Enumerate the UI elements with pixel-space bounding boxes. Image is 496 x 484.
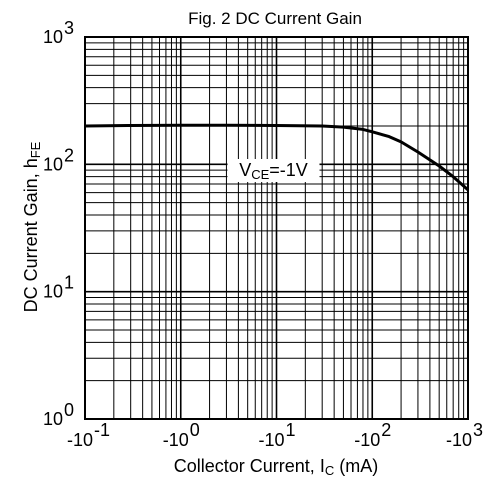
plot-frame xyxy=(84,36,469,420)
x-tick-label: -10 xyxy=(354,430,380,450)
x-tick-label: -10 xyxy=(67,430,93,450)
y-tick-exponent: 2 xyxy=(64,145,74,165)
x-tick-exponent: 1 xyxy=(286,420,296,440)
series-layer: VCE=-1V xyxy=(84,123,469,192)
series-line xyxy=(84,123,469,192)
x-tick-exponent: 0 xyxy=(190,420,200,440)
x-tick-exponent: 2 xyxy=(381,420,391,440)
y-tick-label: 10 xyxy=(43,282,63,302)
series-label-background xyxy=(227,159,320,183)
x-tick-label: -10 xyxy=(163,430,189,450)
x-tick-label: -10 xyxy=(446,430,472,450)
x-axis-label: Collector Current, IC (mA) xyxy=(174,456,378,478)
series-label: VCE=-1V xyxy=(239,160,308,182)
y-tick-label: 10 xyxy=(43,154,63,174)
y-tick-label: 10 xyxy=(43,27,63,47)
y-axis-label: DC Current Gain, hFE xyxy=(21,141,43,312)
x-tick-exponent: -1 xyxy=(94,420,110,440)
y-tick-exponent: 3 xyxy=(64,18,74,38)
x-tick-labels: -10 -1 -10 0 -10 1 -10 2 -10 3 xyxy=(67,420,483,450)
grid-lines xyxy=(85,37,468,419)
x-tick-label: -10 xyxy=(258,430,284,450)
y-tick-label: 10 xyxy=(43,409,63,429)
y-tick-exponent: 0 xyxy=(64,400,74,420)
x-tick-exponent: 3 xyxy=(473,420,483,440)
y-tick-exponent: 1 xyxy=(64,273,74,293)
chart-title: Fig. 2 DC Current Gain xyxy=(188,9,362,28)
